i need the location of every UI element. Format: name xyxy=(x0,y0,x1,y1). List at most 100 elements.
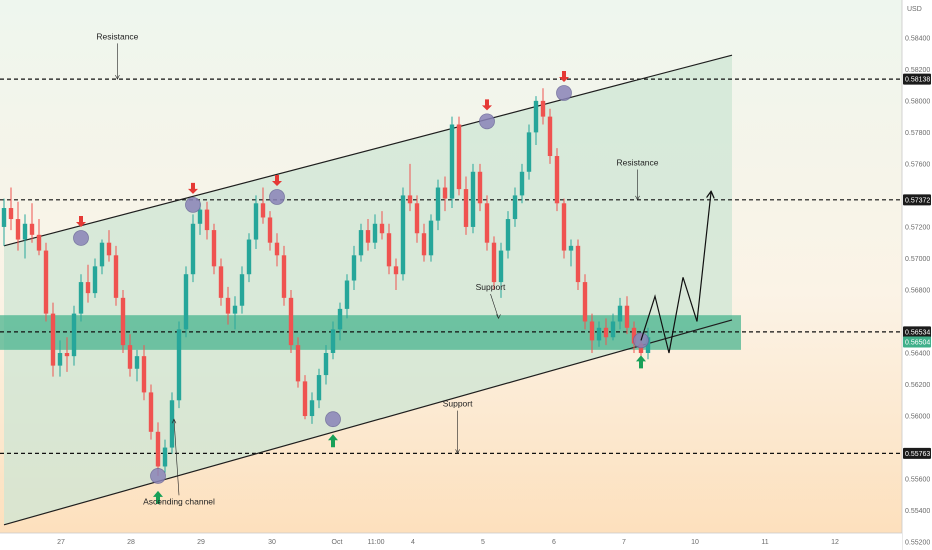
candle-2 xyxy=(15,201,21,251)
candle-39 xyxy=(274,233,280,267)
candle-50 xyxy=(351,245,357,290)
candle-89 xyxy=(624,296,630,335)
candle-16 xyxy=(113,245,119,306)
resistance-touch-marker-4 xyxy=(556,85,572,101)
candle-55 xyxy=(386,223,392,275)
ascending-channel-fill xyxy=(4,55,732,525)
candle-body xyxy=(407,195,413,204)
down-arrow-icon-3 xyxy=(482,99,492,111)
candle-47 xyxy=(330,321,336,360)
candle-body xyxy=(134,356,140,369)
price-tick-1: 0.55400 xyxy=(905,508,930,515)
candle-body xyxy=(491,242,497,283)
down-arrow-icon-2 xyxy=(272,174,282,186)
candle-body xyxy=(113,255,119,298)
candle-87 xyxy=(610,313,616,341)
candle-body xyxy=(414,203,420,234)
candle-body xyxy=(470,171,476,227)
resistance-touch-marker-2 xyxy=(269,189,285,205)
candle-body xyxy=(253,203,259,240)
candle-26 xyxy=(183,266,189,338)
candle-38 xyxy=(267,211,273,251)
level-price-tag-3 xyxy=(903,447,931,459)
annotation-pointer-4 xyxy=(173,419,180,496)
candle-body xyxy=(22,223,28,240)
up-arrow-icon-2 xyxy=(636,355,646,369)
down-arrow-icon-4 xyxy=(559,70,569,82)
candle-body xyxy=(526,132,532,172)
candle-body xyxy=(323,353,329,376)
time-tick-4: Oct xyxy=(332,539,343,546)
candle-body xyxy=(645,337,651,354)
resistance-touch-marker-0 xyxy=(73,230,89,246)
candle-body xyxy=(575,245,581,283)
candle-body xyxy=(204,209,210,231)
candle-1 xyxy=(8,187,14,231)
candle-56 xyxy=(393,258,399,290)
candle-36 xyxy=(253,195,259,249)
candle-78 xyxy=(547,108,553,164)
support-touch-marker-0 xyxy=(150,468,166,484)
candle-body xyxy=(211,230,217,267)
candle-body xyxy=(624,305,630,328)
candle-76 xyxy=(533,96,539,145)
level-price-tag-text-0: 0.58138 xyxy=(905,77,930,84)
candle-21 xyxy=(148,384,154,440)
annotation-label-2: Support xyxy=(476,282,506,292)
price-tick-6: 0.56800 xyxy=(905,287,930,294)
price-tick-12: 0.58200 xyxy=(905,67,930,74)
candle-85 xyxy=(596,321,602,347)
candle-body xyxy=(92,266,98,294)
down-arrow-icon-1 xyxy=(188,182,198,194)
candle-body xyxy=(8,208,14,220)
annotation-pointer-head-1 xyxy=(635,195,640,201)
candle-body xyxy=(190,223,196,275)
candle-body xyxy=(120,297,126,346)
time-tick-8: 6 xyxy=(552,539,556,546)
price-tick-11: 0.58000 xyxy=(905,98,930,105)
candle-body xyxy=(351,255,357,281)
annotation-pointer-2 xyxy=(490,293,499,319)
candle-body xyxy=(393,266,399,275)
candle-44 xyxy=(309,392,315,424)
candle-body xyxy=(127,345,133,369)
time-tick-2: 29 xyxy=(197,539,205,546)
candle-body xyxy=(57,353,63,366)
candle-body xyxy=(379,223,385,234)
candle-body xyxy=(477,171,483,204)
time-tick-1: 28 xyxy=(127,539,135,546)
price-tick-8: 0.57200 xyxy=(905,224,930,231)
candle-33 xyxy=(232,296,238,330)
candle-68 xyxy=(477,163,483,212)
candle-86 xyxy=(603,318,609,346)
candle-body xyxy=(183,274,189,330)
candle-body xyxy=(358,230,364,256)
support-touch-marker-1 xyxy=(325,411,341,428)
candle-body xyxy=(71,313,77,357)
candle-45 xyxy=(316,368,322,409)
price-tick-0: 0.55200 xyxy=(905,540,930,547)
candle-25 xyxy=(176,321,182,409)
candle-body xyxy=(239,274,245,306)
down-arrow-icon-0 xyxy=(76,215,86,227)
candle-84 xyxy=(589,313,595,354)
candle-8 xyxy=(57,340,63,377)
candle-79 xyxy=(554,148,560,212)
candle-17 xyxy=(120,289,126,354)
candle-body xyxy=(512,195,518,220)
candle-body xyxy=(463,189,469,227)
candle-body xyxy=(547,116,553,157)
resistance-touch-marker-3 xyxy=(479,113,495,130)
candle-body xyxy=(505,219,511,251)
candle-body xyxy=(155,431,161,467)
price-tick-5: 0.56400 xyxy=(905,351,930,358)
candle-18 xyxy=(127,334,133,377)
candle-64 xyxy=(449,116,455,209)
candle-body xyxy=(372,223,378,243)
candle-23 xyxy=(162,439,168,473)
annotation-pointer-head-2 xyxy=(496,314,501,320)
up-arrow-icon-0 xyxy=(153,490,163,504)
candle-62 xyxy=(435,179,441,231)
time-tick-9: 7 xyxy=(622,539,626,546)
